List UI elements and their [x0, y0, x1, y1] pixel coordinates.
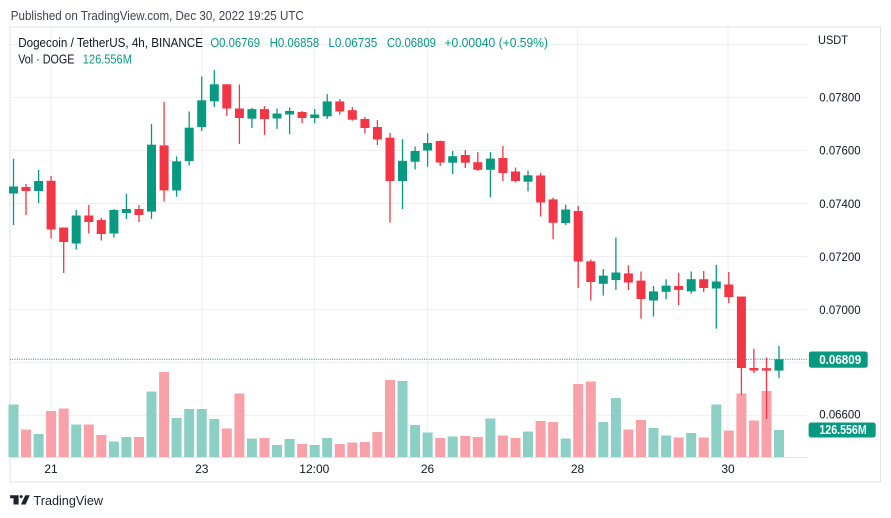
svg-text:Dogecoin / TetherUS, 4h, BINAN: Dogecoin / TetherUS, 4h, BINANCE: [18, 36, 203, 50]
svg-text:126.556M: 126.556M: [819, 423, 866, 437]
svg-text:126.556M: 126.556M: [83, 53, 132, 67]
svg-text:0.07600: 0.07600: [819, 144, 861, 158]
svg-text:12:00: 12:00: [299, 462, 329, 476]
svg-text:0.07400: 0.07400: [819, 197, 861, 211]
svg-text:0.07200: 0.07200: [819, 250, 861, 264]
svg-text:0.06809: 0.06809: [819, 353, 861, 367]
svg-text:Vol · DOGE: Vol · DOGE: [18, 53, 74, 67]
svg-text:C0.06809: C0.06809: [387, 36, 436, 50]
svg-text:28: 28: [571, 462, 585, 476]
svg-text:26: 26: [421, 462, 435, 476]
svg-text:0.07000: 0.07000: [819, 303, 861, 317]
svg-text:O0.06769: O0.06769: [210, 36, 260, 50]
svg-text:0.07800: 0.07800: [819, 91, 861, 105]
svg-text:23: 23: [195, 462, 209, 476]
svg-text:H0.06858: H0.06858: [270, 36, 320, 50]
svg-text:L0.06735: L0.06735: [328, 36, 377, 50]
svg-text:Published on TradingView.com,: Published on TradingView.com, Dec 30, 20…: [11, 9, 304, 23]
svg-text:TradingView: TradingView: [34, 494, 104, 508]
svg-text:21: 21: [44, 462, 58, 476]
svg-text:USDT: USDT: [818, 33, 849, 47]
svg-text:+0.00040 (+0.59%): +0.00040 (+0.59%): [445, 36, 549, 50]
svg-text:0.06600: 0.06600: [819, 408, 861, 422]
svg-text:30: 30: [721, 462, 735, 476]
